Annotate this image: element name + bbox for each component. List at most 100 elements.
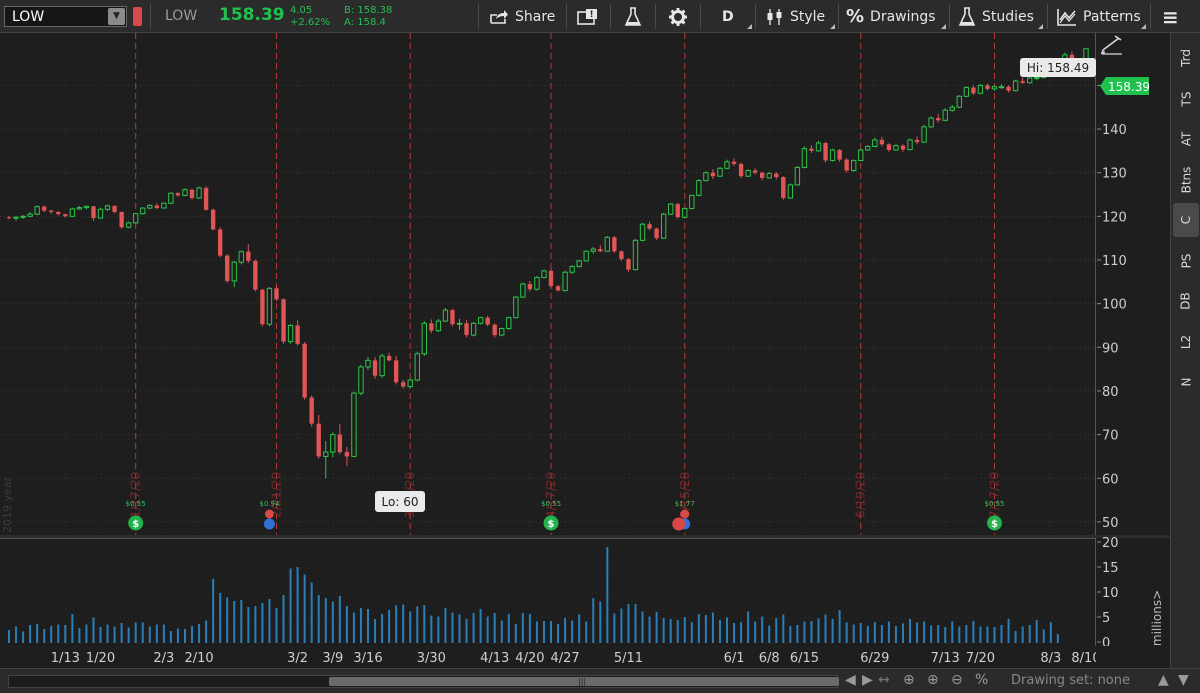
volume-bar [254, 606, 257, 643]
volume-bar [367, 609, 369, 643]
crosshair-icon[interactable]: ⊕ [903, 672, 915, 688]
candle-body [548, 270, 554, 287]
volume-bar [275, 608, 278, 643]
time-scrollbar[interactable]: ||| [8, 675, 839, 688]
volume-bar [1056, 634, 1059, 643]
scroll-right-icon[interactable]: ▶ [862, 672, 873, 688]
chart-settings-button[interactable] [668, 0, 688, 33]
volume-bar [958, 626, 961, 643]
candle-body [689, 194, 695, 209]
earnings-icon [264, 509, 274, 519]
volume-axis-label: 10 [1102, 586, 1119, 601]
side-tab-at[interactable]: AT [1173, 122, 1199, 156]
candle-body [1027, 77, 1033, 84]
zoom-in-icon[interactable]: ⊕ [927, 672, 939, 688]
thinkscript-lab-button[interactable] [624, 0, 642, 33]
studies-flask-icon [958, 6, 976, 26]
candle-body [928, 117, 934, 128]
date-label: 8/3 [1040, 651, 1061, 666]
volume-bar [345, 606, 348, 643]
drawing-set-down-icon[interactable]: ▼ [1178, 672, 1189, 688]
side-tab-ps[interactable]: PS [1173, 244, 1199, 278]
volume-bar [1014, 631, 1017, 643]
volume-bar [641, 611, 644, 643]
symbol-link-flag-icon[interactable] [133, 7, 142, 26]
candle-body [801, 148, 808, 168]
volume-pane[interactable] [0, 538, 1096, 646]
volume-bar [1007, 619, 1010, 643]
volume-chart[interactable] [0, 539, 1096, 647]
chart-toolbar: LOW ▼ LOW 158.39 4.05 +2.62% B: 158.38 A… [0, 0, 1200, 33]
volume-bar [493, 613, 496, 643]
aggregation-label: D [722, 8, 734, 25]
high-price-bubble: Hi: 158.49 [1020, 58, 1096, 77]
zoom-percent-icon[interactable]: % [975, 672, 989, 688]
side-tab-btns[interactable]: Btns [1173, 163, 1199, 197]
volume-bar [880, 625, 883, 643]
side-tab-db[interactable]: DB [1173, 284, 1199, 318]
price-chart[interactable]: 1/17/202/21/203/20/204/17/205/15/206/19/… [0, 33, 1096, 535]
volume-bar [1000, 625, 1003, 643]
aggregation-button[interactable]: D [722, 0, 734, 33]
symbol-selector[interactable]: LOW ▼ [4, 6, 127, 27]
edit-drawings-icon[interactable] [1100, 34, 1123, 55]
studies-button[interactable]: Studies [958, 0, 1034, 33]
volume-bar [507, 614, 510, 643]
pane-divider[interactable] [0, 535, 1170, 538]
candle-body [717, 167, 723, 177]
candle-body [125, 222, 132, 228]
zoom-out-icon[interactable]: ⊖ [951, 672, 963, 688]
side-tab-c[interactable]: C [1173, 203, 1199, 237]
gear-icon [669, 7, 687, 26]
scrollbar-thumb[interactable]: ||| [329, 677, 839, 686]
candle-body [907, 139, 913, 151]
side-tab-l2[interactable]: L2 [1173, 325, 1199, 359]
candle-body [309, 397, 314, 424]
price-change: 4.05 +2.62% [290, 5, 330, 29]
aggregation-menu-icon [747, 24, 752, 29]
candle-body [63, 214, 68, 217]
expand-time-axis-icon[interactable]: ↔ [878, 672, 890, 688]
candle-body [456, 322, 463, 325]
volume-bar [676, 620, 679, 643]
volume-bar [578, 614, 581, 643]
symbol-input[interactable]: LOW [12, 9, 45, 25]
candle-body [569, 266, 575, 273]
patterns-button[interactable]: Patterns [1057, 0, 1141, 33]
studies-menu-icon [1038, 24, 1043, 29]
candle-body [534, 276, 540, 290]
side-tab-ts[interactable]: TS [1173, 82, 1199, 116]
chart-menu-button[interactable]: ≡ [1162, 0, 1179, 33]
candle-body [316, 423, 321, 457]
scroll-left-icon[interactable]: ◀ [845, 672, 856, 688]
studies-label: Studies [982, 8, 1034, 25]
volume-bar [183, 629, 186, 643]
candle-body [42, 206, 47, 211]
candle-body [97, 208, 104, 219]
volume-bar [233, 601, 236, 643]
price-axis-label: 110 [1102, 254, 1127, 269]
volume-bar [571, 620, 574, 643]
drawing-set-up-icon[interactable]: ▲ [1158, 672, 1169, 688]
side-tab-trd[interactable]: Trd [1173, 41, 1199, 75]
side-tab-n[interactable]: N [1173, 365, 1199, 399]
candle-body [365, 359, 371, 368]
date-label: 8/10 [1071, 651, 1096, 666]
message-center-button[interactable]: ! [577, 0, 599, 33]
candle-body [703, 172, 709, 182]
candle-body [450, 310, 455, 325]
price-chart-pane[interactable]: 1/17/202/21/203/20/204/17/205/15/206/19/… [0, 33, 1096, 535]
share-icon [490, 9, 508, 24]
candle-body [281, 299, 286, 342]
style-button[interactable]: Style [766, 0, 825, 33]
symbol-dropdown-icon[interactable]: ▼ [108, 8, 125, 25]
volume-bar [78, 628, 81, 643]
price-axis-ticks: 1501401301201101009080706050 [1097, 79, 1127, 531]
volume-bar [50, 626, 53, 643]
share-button[interactable]: Share [489, 0, 555, 33]
drawings-button[interactable]: % Drawings [846, 0, 936, 33]
candle-body [182, 189, 188, 196]
drawing-set-selector[interactable]: Drawing set: none [1011, 673, 1130, 688]
candle-body [844, 159, 849, 171]
